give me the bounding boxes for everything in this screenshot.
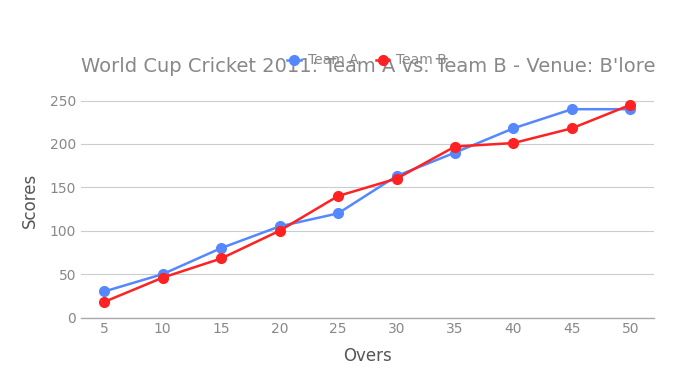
Team B	[626, 102, 634, 107]
Line: Team A: Team A	[99, 104, 636, 296]
Team B	[510, 141, 518, 145]
Team A	[334, 211, 342, 215]
Team A	[276, 224, 284, 229]
Team B	[100, 300, 109, 304]
Y-axis label: Scores: Scores	[20, 173, 38, 228]
Team A	[217, 246, 225, 250]
Team B	[276, 228, 284, 233]
Team A	[568, 107, 576, 112]
Line: Team B: Team B	[99, 100, 636, 307]
Team A	[392, 174, 400, 178]
Team B	[568, 126, 576, 130]
Team B	[392, 177, 400, 181]
Team B	[334, 194, 342, 198]
Team A	[451, 150, 459, 155]
Team A	[100, 289, 109, 294]
Team B	[158, 275, 166, 280]
Team A	[626, 107, 634, 112]
X-axis label: Overs: Overs	[343, 347, 392, 366]
Team B	[217, 256, 225, 261]
Team B	[451, 144, 459, 149]
Team A	[510, 126, 518, 130]
Text: World Cup Cricket 2011: Team A vs. Team B - Venue: B'lore: World Cup Cricket 2011: Team A vs. Team …	[81, 57, 655, 76]
Team A	[158, 272, 166, 276]
Legend: Team A, Team B: Team A, Team B	[282, 48, 453, 73]
